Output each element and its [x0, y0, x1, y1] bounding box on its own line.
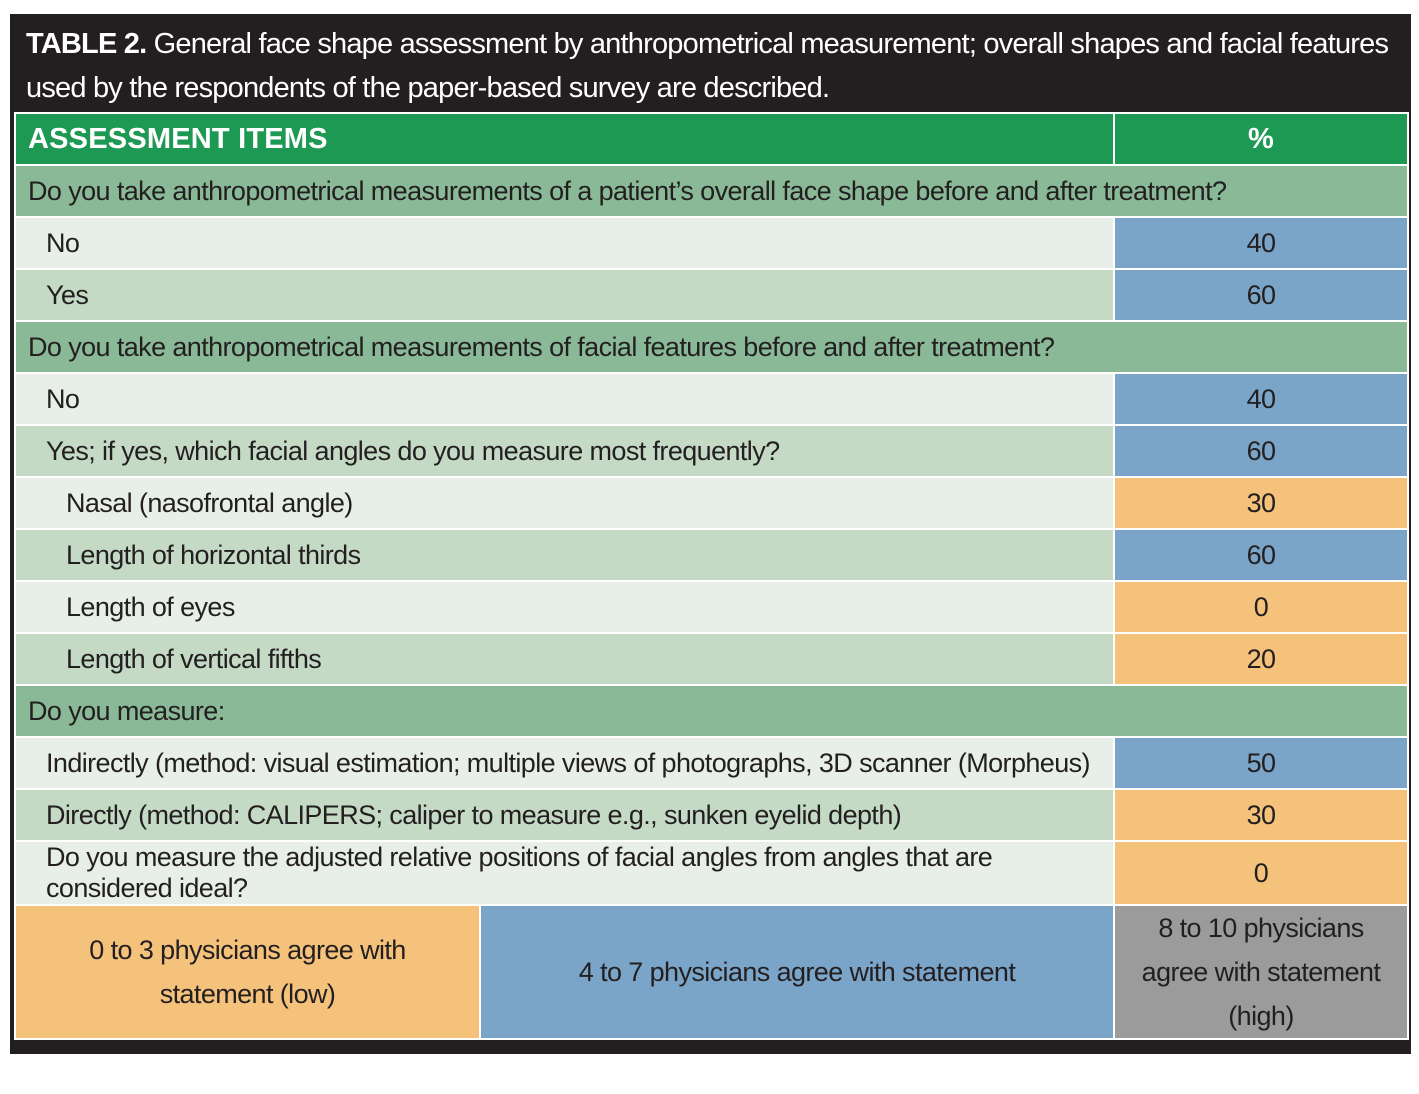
table-row: Length of vertical fifths 20 [14, 632, 1409, 686]
table-row: Nasal (nasofrontal angle) 30 [14, 476, 1409, 530]
section-question-row: Do you take anthropometrical measurement… [14, 164, 1409, 218]
row-label: No [14, 216, 1115, 270]
row-label: Indirectly (method: visual estimation; m… [14, 736, 1115, 790]
row-label: Directly (method: CALIPERS; caliper to m… [14, 788, 1115, 842]
legend-medium: 4 to 7 physicians agree with statement [479, 904, 1115, 1040]
table-row: Length of eyes 0 [14, 580, 1409, 634]
table-row: No 40 [14, 216, 1409, 270]
header-row: ASSESSMENT ITEMS % [14, 112, 1409, 166]
row-percent: 60 [1113, 528, 1409, 582]
table-row: No 40 [14, 372, 1409, 426]
row-label: Yes; if yes, which facial angles do you … [14, 424, 1115, 478]
row-label: Length of vertical fifths [14, 632, 1115, 686]
legend-row: 0 to 3 physicians agree with statement (… [14, 904, 1409, 1040]
table-frame: TABLE 2. General face shape assessment b… [10, 14, 1411, 1082]
table-row: Yes; if yes, which facial angles do you … [14, 424, 1409, 478]
row-percent: 0 [1113, 580, 1409, 634]
table-row: Indirectly (method: visual estimation; m… [14, 736, 1409, 790]
legend-low-text: 0 to 3 physicians agree with statement (… [89, 935, 406, 1009]
section-question: Do you take anthropometrical measurement… [14, 320, 1409, 374]
row-label: Length of horizontal thirds [14, 528, 1115, 582]
table-caption: TABLE 2. General face shape assessment b… [14, 18, 1407, 112]
assessment-table-body: ASSESSMENT ITEMS % Do you take anthropom… [14, 112, 1409, 906]
table-number: TABLE 2. [26, 28, 147, 60]
section-question: Do you take anthropometrical measurement… [14, 164, 1409, 218]
table-row: Directly (method: CALIPERS; caliper to m… [14, 788, 1409, 842]
legend-high: 8 to 10 physicians agree with statement … [1113, 904, 1409, 1040]
row-label: Length of eyes [14, 580, 1115, 634]
table-row: Do you measure the adjusted relative pos… [14, 840, 1409, 906]
row-percent: 0 [1113, 840, 1409, 906]
row-percent: 30 [1113, 476, 1409, 530]
row-percent: 50 [1113, 736, 1409, 790]
table-row: Yes 60 [14, 268, 1409, 322]
legend-high-text: 8 to 10 physicians agree with statement … [1141, 913, 1381, 1031]
section-question-row: Do you take anthropometrical measurement… [14, 320, 1409, 374]
assessment-table: ASSESSMENT ITEMS % Do you take anthropom… [14, 112, 1409, 1040]
header-items-label: ASSESSMENT ITEMS [14, 112, 1115, 166]
section-question-row: Do you measure: [14, 684, 1409, 738]
row-percent: 60 [1113, 424, 1409, 478]
caption-text: General face shape assessment by anthrop… [26, 28, 1389, 104]
row-label: No [14, 372, 1115, 426]
legend-low: 0 to 3 physicians agree with statement (… [14, 904, 481, 1040]
section-question: Do you measure: [14, 684, 1409, 738]
row-label: Nasal (nasofrontal angle) [14, 476, 1115, 530]
row-percent: 40 [1113, 216, 1409, 270]
footnote: *Numbers derived from proportion of resp… [28, 1051, 1129, 1082]
row-label: Yes [14, 268, 1115, 322]
row-percent: 40 [1113, 372, 1409, 426]
row-percent: 30 [1113, 788, 1409, 842]
legend-body: 0 to 3 physicians agree with statement (… [14, 904, 1409, 1040]
header-percent-label: % [1113, 112, 1409, 166]
row-percent: 20 [1113, 632, 1409, 686]
row-percent: 60 [1113, 268, 1409, 322]
row-label: Do you measure the adjusted relative pos… [14, 840, 1115, 906]
table-row: Length of horizontal thirds 60 [14, 528, 1409, 582]
